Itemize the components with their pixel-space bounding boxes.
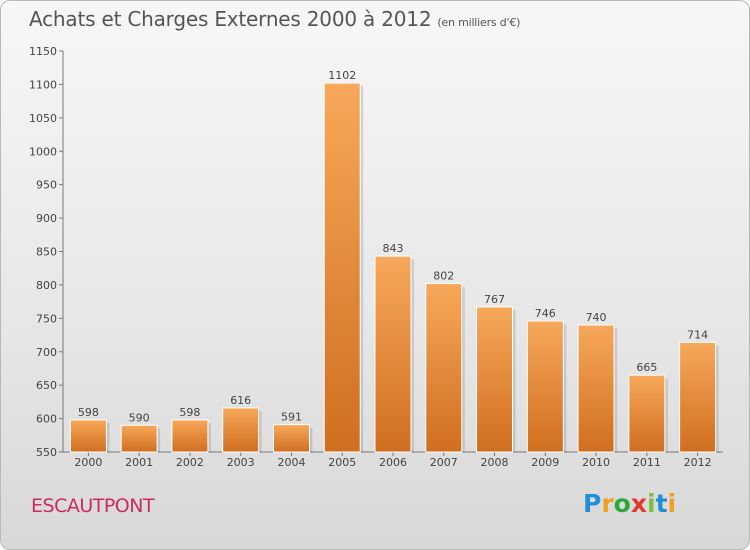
y-tick-label: 850 bbox=[36, 246, 57, 259]
bar-2010 bbox=[577, 324, 615, 453]
y-tick-label: 1100 bbox=[29, 78, 57, 91]
logo-letter: r bbox=[601, 489, 614, 518]
y-tick-label: 600 bbox=[36, 413, 57, 426]
x-tick-label-2007: 2007 bbox=[430, 456, 458, 469]
bar-2002 bbox=[171, 419, 209, 453]
logo-letter: P bbox=[583, 489, 602, 518]
data-label-2008: 767 bbox=[484, 293, 505, 306]
x-tick-label-2009: 2009 bbox=[531, 456, 559, 469]
bar-2011 bbox=[628, 374, 666, 453]
data-label-2007: 802 bbox=[433, 270, 454, 283]
bar-2007 bbox=[425, 283, 463, 453]
bar-2004 bbox=[272, 424, 310, 453]
x-tick-label-2004: 2004 bbox=[277, 456, 305, 469]
y-tick-label: 1050 bbox=[29, 112, 57, 125]
data-label-2002: 598 bbox=[179, 406, 200, 419]
logo-letter: x bbox=[630, 489, 647, 518]
x-tick-label-2012: 2012 bbox=[684, 456, 712, 469]
bar-2009 bbox=[526, 320, 564, 453]
logo-letter: i bbox=[667, 489, 677, 518]
chart-title: Achats et Charges Externes 2000 à 2012 (e… bbox=[29, 7, 520, 31]
bar-2012 bbox=[679, 341, 717, 453]
y-tick-label: 700 bbox=[36, 346, 57, 359]
bar-2003 bbox=[222, 407, 260, 453]
chart-subtitle: (en milliers d'€) bbox=[437, 16, 521, 29]
x-tick-label-2008: 2008 bbox=[481, 456, 509, 469]
x-tick-label-2006: 2006 bbox=[379, 456, 407, 469]
y-tick-label: 950 bbox=[36, 179, 57, 192]
data-label-2009: 746 bbox=[535, 307, 556, 320]
logo-letter: i bbox=[647, 489, 656, 518]
data-label-2001: 590 bbox=[129, 411, 150, 424]
x-tick-label-2011: 2011 bbox=[633, 456, 661, 469]
x-tick-label-2002: 2002 bbox=[176, 456, 204, 469]
data-label-2010: 740 bbox=[586, 311, 607, 324]
data-label-2003: 616 bbox=[230, 394, 251, 407]
x-tick-label-2005: 2005 bbox=[328, 456, 356, 469]
x-tick-label-2000: 2000 bbox=[74, 456, 102, 469]
x-tick-label-2001: 2001 bbox=[125, 456, 153, 469]
data-label-2006: 843 bbox=[383, 242, 404, 255]
data-label-2011: 665 bbox=[636, 361, 657, 374]
y-tick-label: 550 bbox=[36, 446, 57, 459]
data-label-2012: 714 bbox=[687, 328, 708, 341]
y-tick-label: 750 bbox=[36, 312, 57, 325]
chart-labels: 598 2000 590 2001 598 2002 616 2003 591 2004 1102 2… bbox=[74, 69, 711, 469]
x-tick-label-2003: 2003 bbox=[227, 456, 255, 469]
y-tick-label: 650 bbox=[36, 379, 57, 392]
bar-2006 bbox=[374, 255, 412, 453]
bar-2005 bbox=[323, 82, 361, 453]
proxiti-logo: Proxiti bbox=[583, 489, 676, 518]
bar-2000 bbox=[69, 419, 107, 453]
y-tick-label: 1000 bbox=[29, 145, 57, 158]
bar-2001 bbox=[120, 424, 158, 453]
data-label-2004: 591 bbox=[281, 411, 302, 424]
town-name: ESCAUTPONT bbox=[31, 495, 155, 517]
y-tick-label: 1150 bbox=[29, 45, 57, 58]
bar-2008 bbox=[476, 306, 514, 453]
chart-bars bbox=[69, 82, 719, 453]
logo-letter: t bbox=[655, 489, 668, 518]
chart-axes: 550 600 650 700 750 800 850 900 950 1000 1050 1100 1… bbox=[29, 45, 723, 459]
data-label-2005: 1102 bbox=[328, 69, 356, 82]
y-tick-label: 800 bbox=[36, 279, 57, 292]
y-tick-label: 900 bbox=[36, 212, 57, 225]
data-label-2000: 598 bbox=[78, 406, 99, 419]
chart-title-text: Achats et Charges Externes 2000 à 2012 bbox=[29, 7, 432, 31]
logo-letter: o bbox=[613, 489, 631, 518]
x-tick-label-2010: 2010 bbox=[582, 456, 610, 469]
